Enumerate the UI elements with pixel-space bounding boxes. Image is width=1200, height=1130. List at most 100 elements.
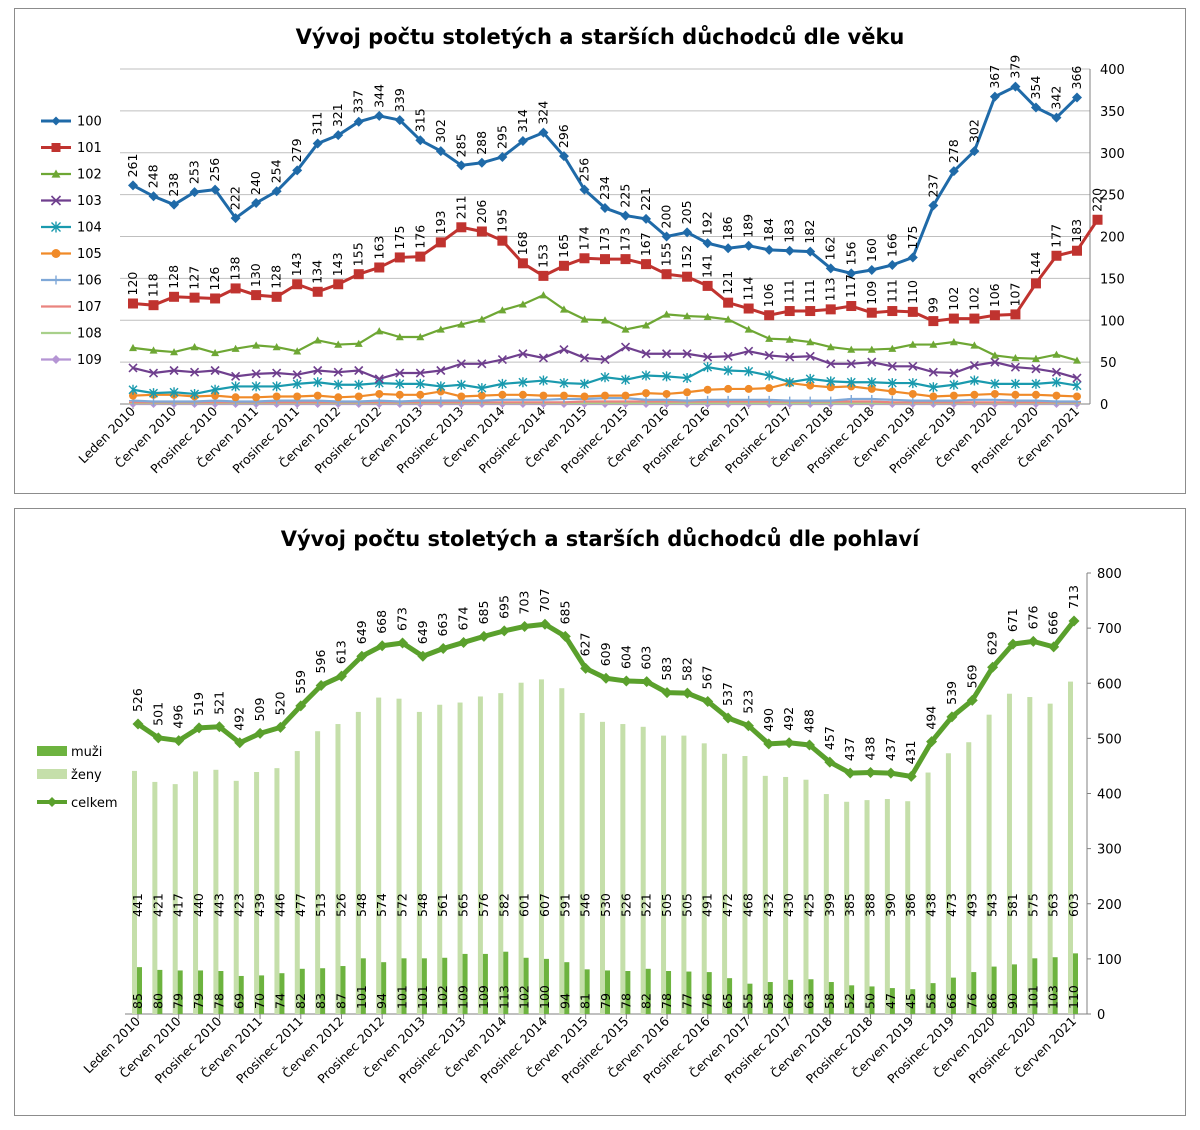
data-point-102 — [1031, 354, 1040, 362]
data-point-102 — [170, 348, 179, 356]
bar-muzi — [238, 975, 244, 1014]
data-label-101: 173 — [618, 227, 633, 251]
bar-zeny — [355, 711, 361, 1014]
data-label-zeny: 430 — [781, 893, 796, 917]
data-point-102 — [642, 321, 651, 329]
data-point-celkem — [152, 732, 164, 744]
bar-zeny — [864, 800, 870, 1014]
data-label-muzi: 58 — [761, 993, 776, 1009]
age-chart-title: Vývoj počtu stoletých a starších důchodc… — [295, 25, 905, 49]
bar-muzi — [747, 983, 753, 1014]
data-label-celkem: 492 — [781, 707, 796, 731]
data-point-celkem — [274, 721, 286, 733]
legend-label: celkem — [71, 796, 117, 811]
data-point-102 — [313, 336, 322, 344]
data-label-101: 126 — [207, 267, 222, 291]
data-point-100 — [825, 263, 836, 274]
data-label-101: 152 — [679, 245, 694, 269]
bar-muzi — [523, 957, 529, 1014]
data-label-celkem: 437 — [842, 737, 857, 761]
data-label-muzi: 79 — [191, 993, 206, 1009]
data-point-103 — [867, 357, 877, 367]
data-point-102 — [559, 305, 568, 313]
data-label-100: 296 — [556, 124, 571, 148]
data-point-101 — [558, 260, 569, 271]
data-label-101: 128 — [269, 265, 284, 289]
data-point-102 — [518, 300, 527, 308]
data-point-101 — [128, 298, 138, 309]
data-label-101: 111 — [782, 279, 797, 303]
data-point-101 — [230, 283, 241, 294]
data-label-zeny: 575 — [1025, 893, 1040, 917]
data-label-celkem: 663 — [435, 613, 450, 637]
bar-zeny — [274, 768, 280, 1014]
data-label-muzi: 103 — [1046, 985, 1061, 1009]
bar-zeny — [396, 698, 402, 1014]
bar-zeny — [1027, 697, 1033, 1014]
bar-zeny — [681, 735, 687, 1014]
data-label-100: 183 — [782, 219, 797, 243]
data-point-101 — [928, 316, 939, 327]
data-point-103 — [1031, 364, 1041, 374]
data-point-celkem — [803, 739, 815, 751]
data-point-105 — [354, 392, 363, 401]
data-label-zeny: 505 — [659, 893, 674, 917]
data-point-102 — [867, 345, 876, 353]
data-label-zeny: 417 — [171, 893, 186, 917]
data-label-101: 153 — [535, 244, 550, 268]
data-point-102 — [908, 340, 917, 348]
data-point-105 — [477, 391, 486, 400]
data-point-105 — [949, 391, 958, 400]
bar-muzi — [1032, 958, 1038, 1014]
data-point-celkem — [905, 770, 917, 782]
data-point-105 — [970, 390, 979, 399]
data-point-103 — [1072, 373, 1082, 383]
data-point-101 — [1051, 250, 1062, 261]
data-label-101: 155 — [351, 242, 366, 266]
data-point-104 — [826, 376, 836, 387]
data-label-zeny: 565 — [456, 893, 471, 917]
data-point-100 — [517, 136, 528, 147]
data-point-103 — [354, 365, 364, 376]
bar-muzi — [605, 970, 610, 1014]
data-point-102 — [498, 306, 507, 314]
data-label-muzi: 101 — [354, 985, 369, 1009]
data-point-105 — [642, 389, 651, 398]
data-point-101 — [148, 300, 159, 311]
data-label-101: 144 — [1028, 251, 1043, 275]
data-point-105 — [252, 393, 261, 402]
data-point-celkem — [987, 661, 999, 673]
data-point-103 — [559, 344, 569, 355]
bar-muzi — [198, 970, 204, 1014]
data-point-104 — [928, 382, 938, 393]
data-point-105 — [990, 389, 999, 398]
bar-muzi — [320, 968, 326, 1014]
data-label-101: 211 — [453, 195, 468, 219]
y-tick-label: 800 — [1097, 567, 1122, 582]
data-point-102 — [375, 327, 384, 335]
data-point-102 — [436, 325, 445, 333]
age-chart-panel: Vývoj počtu stoletých a starších důchodc… — [14, 8, 1186, 494]
data-point-celkem — [1048, 641, 1060, 653]
legend-marker — [51, 275, 61, 285]
data-label-100: 288 — [474, 131, 489, 155]
data-label-101: 143 — [330, 252, 345, 276]
data-label-100: 321 — [330, 103, 345, 127]
data-point-102 — [621, 325, 630, 333]
data-point-100 — [189, 187, 200, 198]
data-point-105 — [416, 390, 425, 399]
data-point-105 — [929, 392, 938, 401]
data-label-zeny: 505 — [679, 893, 694, 917]
data-point-celkem — [519, 620, 531, 632]
data-label-100: 302 — [966, 119, 981, 143]
bar-zeny — [233, 780, 239, 1014]
data-point-105 — [518, 390, 527, 399]
bar-zeny — [1006, 693, 1012, 1014]
data-point-102 — [826, 343, 835, 351]
legend-label: muži — [71, 745, 102, 760]
data-point-104 — [969, 375, 979, 386]
legend-label: 100 — [77, 115, 102, 130]
data-point-105 — [703, 385, 712, 394]
data-label-zeny: 441 — [130, 893, 145, 917]
